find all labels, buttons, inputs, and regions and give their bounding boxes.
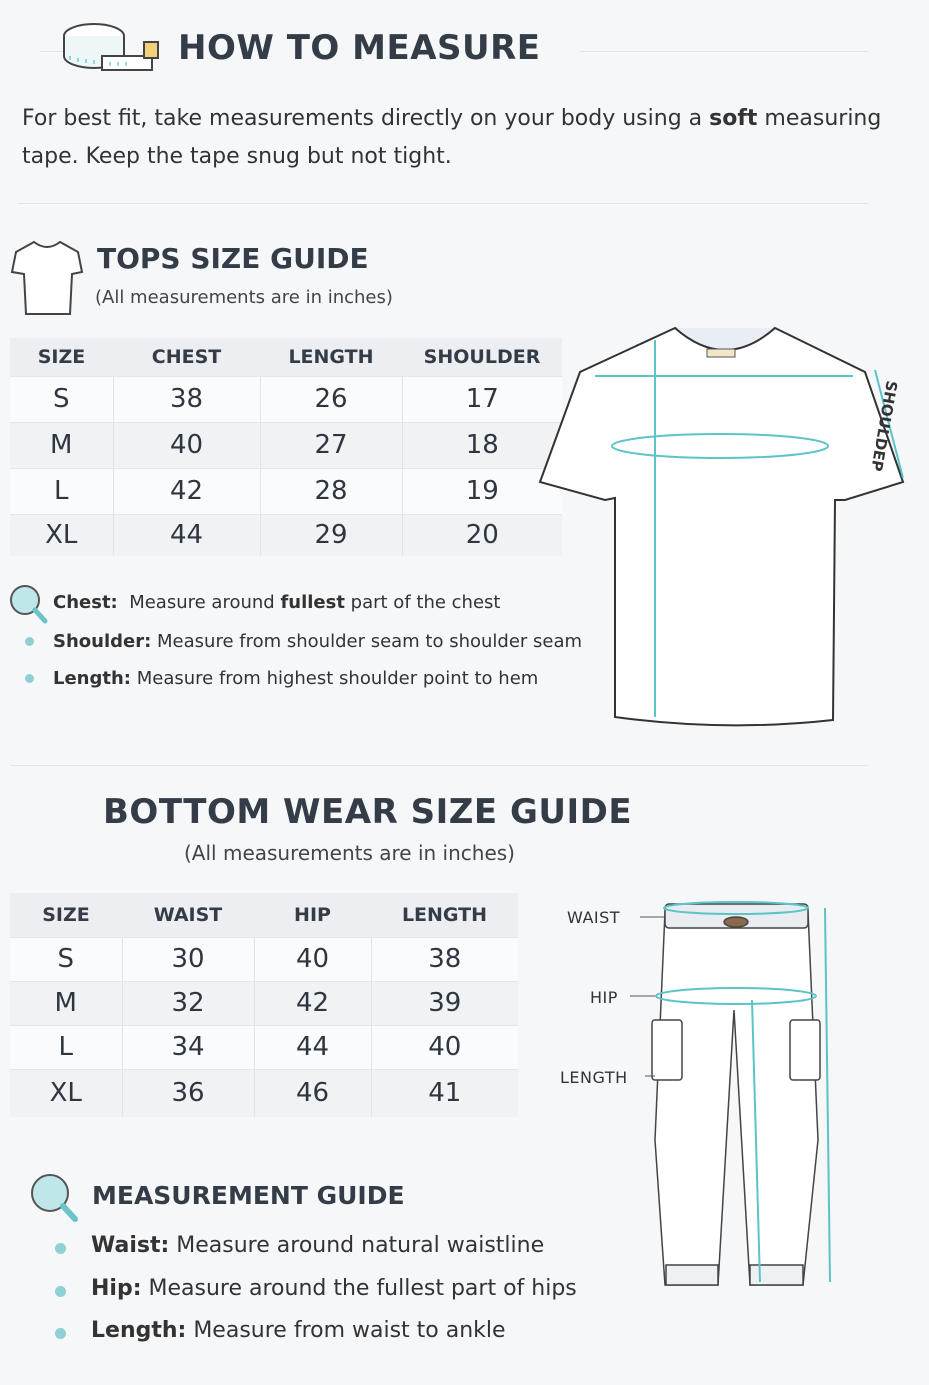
column-header: HIP <box>254 893 371 937</box>
cell: 36 <box>122 1068 255 1117</box>
cell: 32 <box>122 980 255 1025</box>
intro-text: For best fit, take measurements directly… <box>22 100 882 176</box>
cell: 19 <box>402 467 562 514</box>
cell: 18 <box>402 421 562 468</box>
cell: M <box>10 421 114 468</box>
pants-diagram <box>630 901 831 1286</box>
magnifier-icon <box>10 585 48 624</box>
hip-label: HIP <box>590 988 618 1007</box>
tops-title: TOPS SIZE GUIDE <box>97 242 369 275</box>
table-row: M 40 27 18 <box>10 421 562 468</box>
cell: 20 <box>402 513 562 556</box>
cell: 40 <box>254 936 372 981</box>
bullet-icon <box>55 1286 66 1297</box>
table-row: S 38 26 17 <box>10 375 562 422</box>
tops-size-table: SIZE CHEST LENGTH SHOULDER S 38 26 17 M 40 27… <box>10 338 562 556</box>
table-row: XL 44 29 20 <box>10 513 562 556</box>
cell: 41 <box>371 1068 518 1117</box>
cell: S <box>10 375 114 422</box>
cell: 17 <box>402 375 562 422</box>
column-header: SHOULDER <box>402 338 562 376</box>
note-chest: Chest: Measure around fullest part of th… <box>53 592 501 613</box>
bottoms-title: BOTTOM WEAR SIZE GUIDE <box>103 792 633 832</box>
cell: 39 <box>371 980 518 1025</box>
cell: 38 <box>371 936 518 981</box>
table-row: L 34 44 40 <box>10 1024 518 1069</box>
measuring-tape-icon <box>63 23 159 71</box>
note-shoulder: Shoulder: Measure from shoulder seam to … <box>53 631 583 652</box>
cell: XL <box>10 1068 123 1117</box>
table-row: M 32 42 39 <box>10 980 518 1025</box>
magnifier-icon <box>31 1174 78 1222</box>
table-row: L 42 28 19 <box>10 467 562 514</box>
note-length: Length: Measure from highest shoulder po… <box>53 668 539 689</box>
note-hip: Hip: Measure around the fullest part of … <box>91 1276 577 1301</box>
cell: 28 <box>260 467 403 514</box>
cell: 42 <box>254 980 372 1025</box>
column-header: LENGTH <box>371 893 518 937</box>
cell: S <box>10 936 123 981</box>
divider <box>10 765 868 766</box>
note-waist: Waist: Measure around natural waistline <box>91 1233 545 1258</box>
cell: 46 <box>254 1068 372 1117</box>
cell: 29 <box>260 513 403 556</box>
intro-bold: soft <box>709 106 758 131</box>
cell: XL <box>10 513 114 556</box>
table-header-row: SIZE WAIST HIP LENGTH <box>10 893 518 937</box>
table-row: XL 36 46 41 <box>10 1068 518 1117</box>
tshirt-diagram: SHOULDEP <box>538 326 905 727</box>
intro-suffix: measuring tape. Keep the tape snug but n… <box>22 106 882 169</box>
divider <box>40 51 65 52</box>
bullet-icon <box>25 637 34 646</box>
tops-subtitle: (All measurements are in inches) <box>95 287 393 308</box>
measurement-guide-title: MEASUREMENT GUIDE <box>92 1181 405 1210</box>
intro-prefix: For best fit, take measurements directly… <box>22 106 710 131</box>
cell: 40 <box>113 421 261 468</box>
column-header: CHEST <box>113 338 260 376</box>
divider <box>18 203 868 204</box>
column-header: SIZE <box>10 893 122 937</box>
waist-label: WAIST <box>567 908 621 927</box>
cell: L <box>10 467 114 514</box>
bullet-icon <box>25 674 34 683</box>
bullet-icon <box>55 1243 66 1254</box>
cell: 27 <box>260 421 403 468</box>
page-title: HOW TO MEASURE <box>178 28 541 68</box>
cell: L <box>10 1024 123 1069</box>
cell: M <box>10 980 123 1025</box>
cell: 44 <box>254 1024 372 1069</box>
column-header: SIZE <box>10 338 113 376</box>
bullet-icon <box>55 1328 66 1339</box>
cell: 34 <box>122 1024 255 1069</box>
chest-measure <box>611 433 829 459</box>
column-header: LENGTH <box>260 338 402 376</box>
cell: 26 <box>260 375 403 422</box>
cell: 40 <box>371 1024 518 1069</box>
table-header-row: SIZE CHEST LENGTH SHOULDER <box>10 338 562 376</box>
length-label: LENGTH <box>560 1068 628 1087</box>
note-length: Length: Measure from waist to ankle <box>91 1318 506 1343</box>
bottoms-subtitle: (All measurements are in inches) <box>184 841 515 865</box>
cell: 30 <box>122 936 255 981</box>
column-header: WAIST <box>122 893 254 937</box>
cell: 44 <box>113 513 261 556</box>
cell: 42 <box>113 467 261 514</box>
table-row: S 30 40 38 <box>10 936 518 981</box>
cell: 38 <box>113 375 261 422</box>
divider <box>580 51 868 52</box>
tshirt-icon <box>10 240 84 315</box>
